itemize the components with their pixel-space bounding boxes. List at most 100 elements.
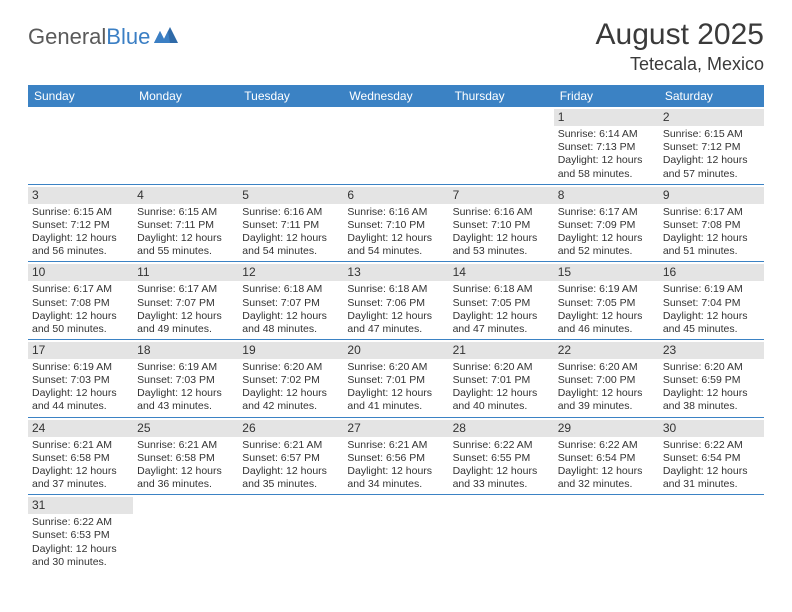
day-number: 17 bbox=[32, 343, 45, 357]
day-cell bbox=[343, 495, 448, 572]
day-header-cell: Tuesday bbox=[238, 85, 343, 107]
day-number: 13 bbox=[347, 265, 360, 279]
sunset-line: Sunset: 7:07 PM bbox=[137, 297, 234, 310]
sunrise-line: Sunrise: 6:21 AM bbox=[242, 439, 339, 452]
page-subtitle: Tetecala, Mexico bbox=[596, 54, 764, 75]
day-header-cell: Saturday bbox=[659, 85, 764, 107]
sunset-line: Sunset: 7:05 PM bbox=[558, 297, 655, 310]
daylight-line-2: and 34 minutes. bbox=[347, 478, 444, 491]
sunset-line: Sunset: 7:01 PM bbox=[347, 374, 444, 387]
sunset-line: Sunset: 6:57 PM bbox=[242, 452, 339, 465]
day-cell: 2Sunrise: 6:15 AMSunset: 7:12 PMDaylight… bbox=[659, 107, 764, 184]
sunset-line: Sunset: 7:07 PM bbox=[242, 297, 339, 310]
daylight-line-2: and 46 minutes. bbox=[558, 323, 655, 336]
daylight-line-2: and 47 minutes. bbox=[347, 323, 444, 336]
day-cell: 11Sunrise: 6:17 AMSunset: 7:07 PMDayligh… bbox=[133, 262, 238, 339]
sunset-line: Sunset: 7:06 PM bbox=[347, 297, 444, 310]
daynum-row: 26 bbox=[238, 420, 343, 437]
daylight-line-2: and 52 minutes. bbox=[558, 245, 655, 258]
sunrise-line: Sunrise: 6:20 AM bbox=[347, 361, 444, 374]
sunset-line: Sunset: 7:03 PM bbox=[32, 374, 129, 387]
daylight-line-1: Daylight: 12 hours bbox=[242, 465, 339, 478]
daylight-line-2: and 53 minutes. bbox=[453, 245, 550, 258]
daynum-row: 22 bbox=[554, 342, 659, 359]
sunrise-line: Sunrise: 6:20 AM bbox=[453, 361, 550, 374]
daylight-line-1: Daylight: 12 hours bbox=[453, 387, 550, 400]
daylight-line-1: Daylight: 12 hours bbox=[663, 154, 760, 167]
daynum-row: 31 bbox=[28, 497, 133, 514]
sunrise-line: Sunrise: 6:18 AM bbox=[347, 283, 444, 296]
day-number: 26 bbox=[242, 421, 255, 435]
daynum-row: 11 bbox=[133, 264, 238, 281]
day-header-row: Sunday Monday Tuesday Wednesday Thursday… bbox=[28, 85, 764, 107]
day-cell bbox=[238, 107, 343, 184]
sunrise-line: Sunrise: 6:20 AM bbox=[663, 361, 760, 374]
sunrise-line: Sunrise: 6:14 AM bbox=[558, 128, 655, 141]
day-number: 22 bbox=[558, 343, 571, 357]
sunrise-line: Sunrise: 6:15 AM bbox=[663, 128, 760, 141]
sunrise-line: Sunrise: 6:19 AM bbox=[558, 283, 655, 296]
sunset-line: Sunset: 7:02 PM bbox=[242, 374, 339, 387]
day-cell: 5Sunrise: 6:16 AMSunset: 7:11 PMDaylight… bbox=[238, 185, 343, 262]
day-cell: 22Sunrise: 6:20 AMSunset: 7:00 PMDayligh… bbox=[554, 340, 659, 417]
daynum-row: 18 bbox=[133, 342, 238, 359]
daynum-row bbox=[238, 109, 343, 124]
day-cell: 12Sunrise: 6:18 AMSunset: 7:07 PMDayligh… bbox=[238, 262, 343, 339]
day-cell bbox=[659, 495, 764, 572]
daynum-row: 6 bbox=[343, 187, 448, 204]
sunrise-line: Sunrise: 6:17 AM bbox=[137, 283, 234, 296]
daylight-line-2: and 49 minutes. bbox=[137, 323, 234, 336]
day-number: 8 bbox=[558, 188, 565, 202]
daylight-line-2: and 58 minutes. bbox=[558, 168, 655, 181]
sunset-line: Sunset: 7:11 PM bbox=[242, 219, 339, 232]
day-cell bbox=[238, 495, 343, 572]
daylight-line-2: and 57 minutes. bbox=[663, 168, 760, 181]
week-row: 31Sunrise: 6:22 AMSunset: 6:53 PMDayligh… bbox=[28, 495, 764, 572]
day-number: 1 bbox=[558, 110, 565, 124]
sunrise-line: Sunrise: 6:22 AM bbox=[663, 439, 760, 452]
daylight-line-2: and 43 minutes. bbox=[137, 400, 234, 413]
daynum-row: 20 bbox=[343, 342, 448, 359]
daylight-line-1: Daylight: 12 hours bbox=[453, 310, 550, 323]
daynum-row: 23 bbox=[659, 342, 764, 359]
day-number: 2 bbox=[663, 110, 670, 124]
daylight-line-2: and 38 minutes. bbox=[663, 400, 760, 413]
daylight-line-2: and 40 minutes. bbox=[453, 400, 550, 413]
day-cell: 17Sunrise: 6:19 AMSunset: 7:03 PMDayligh… bbox=[28, 340, 133, 417]
daylight-line-1: Daylight: 12 hours bbox=[558, 387, 655, 400]
daylight-line-2: and 51 minutes. bbox=[663, 245, 760, 258]
day-number: 21 bbox=[453, 343, 466, 357]
day-number: 9 bbox=[663, 188, 670, 202]
sunrise-line: Sunrise: 6:18 AM bbox=[242, 283, 339, 296]
daylight-line-1: Daylight: 12 hours bbox=[558, 310, 655, 323]
sunrise-line: Sunrise: 6:20 AM bbox=[242, 361, 339, 374]
daynum-row: 30 bbox=[659, 420, 764, 437]
sunset-line: Sunset: 7:10 PM bbox=[347, 219, 444, 232]
daylight-line-2: and 55 minutes. bbox=[137, 245, 234, 258]
sunrise-line: Sunrise: 6:17 AM bbox=[663, 206, 760, 219]
daylight-line-1: Daylight: 12 hours bbox=[558, 465, 655, 478]
daylight-line-1: Daylight: 12 hours bbox=[663, 465, 760, 478]
daylight-line-1: Daylight: 12 hours bbox=[663, 310, 760, 323]
day-cell: 29Sunrise: 6:22 AMSunset: 6:54 PMDayligh… bbox=[554, 418, 659, 495]
daylight-line-1: Daylight: 12 hours bbox=[32, 543, 129, 556]
daynum-row bbox=[28, 109, 133, 124]
daylight-line-1: Daylight: 12 hours bbox=[558, 232, 655, 245]
day-cell: 30Sunrise: 6:22 AMSunset: 6:54 PMDayligh… bbox=[659, 418, 764, 495]
daynum-row bbox=[343, 497, 448, 512]
daynum-row: 3 bbox=[28, 187, 133, 204]
daynum-row bbox=[449, 497, 554, 512]
daylight-line-1: Daylight: 12 hours bbox=[347, 387, 444, 400]
day-cell: 26 Sunrise: 6:21 AMSunset: 6:57 PMDayligh… bbox=[238, 418, 343, 495]
day-cell: 15Sunrise: 6:19 AMSunset: 7:05 PMDayligh… bbox=[554, 262, 659, 339]
daylight-line-1: Daylight: 12 hours bbox=[137, 465, 234, 478]
page-title: August 2025 bbox=[596, 18, 764, 52]
daynum-row bbox=[133, 109, 238, 124]
sunrise-line: Sunrise: 6:16 AM bbox=[453, 206, 550, 219]
day-number: 24 bbox=[32, 421, 45, 435]
sunset-line: Sunset: 6:59 PM bbox=[663, 374, 760, 387]
daylight-line-1: Daylight: 12 hours bbox=[32, 232, 129, 245]
day-cell: 28Sunrise: 6:22 AMSunset: 6:55 PMDayligh… bbox=[449, 418, 554, 495]
day-cell bbox=[28, 107, 133, 184]
day-header-cell: Thursday bbox=[449, 85, 554, 107]
